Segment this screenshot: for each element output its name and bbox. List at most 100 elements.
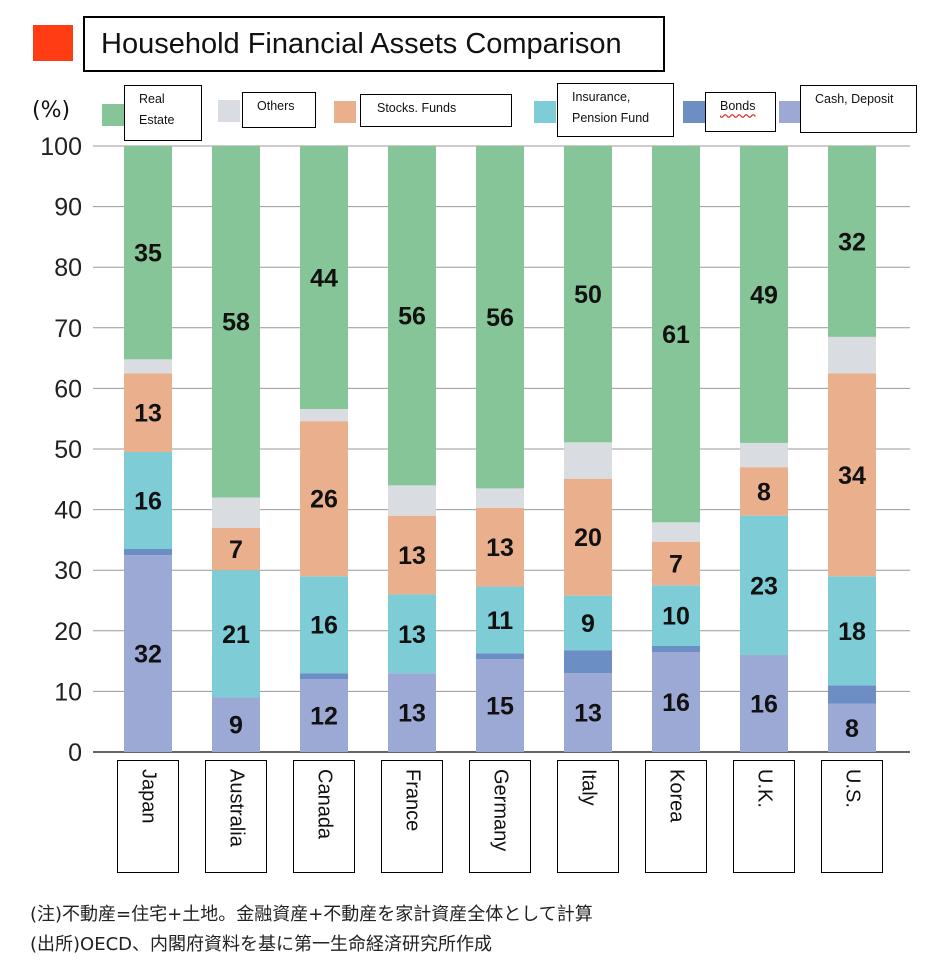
data-label: 13 [398, 700, 426, 728]
legend-text-real-estate-2: Estate [139, 113, 175, 127]
y-axis-unit-label: (%) [32, 98, 71, 123]
legend-label-stocks-funds: Stocks. Funds [360, 94, 512, 127]
data-label: 15 [486, 693, 514, 721]
y-tick-label: 80 [54, 254, 82, 282]
data-label: 7 [229, 536, 243, 564]
bar-segment [124, 555, 172, 752]
bar-segment [300, 146, 348, 410]
data-label: 50 [574, 281, 602, 309]
bar-segment [388, 594, 436, 674]
bar-segment [212, 697, 260, 752]
legend-swatch-insurance-pension [534, 101, 556, 123]
data-label: 21 [222, 621, 250, 649]
bar-segment [388, 485, 436, 516]
bar-segment [828, 146, 876, 337]
data-label: 20 [574, 524, 602, 552]
legend-label-real-estate: Real Estate [124, 85, 202, 141]
category-label-box: Germany [469, 760, 531, 873]
data-label: 58 [222, 309, 250, 337]
data-label: 35 [134, 240, 162, 268]
category-label-box: Korea [645, 760, 707, 873]
category-label: Canada [313, 769, 336, 840]
bar-segment [476, 507, 524, 587]
y-tick-label: 40 [54, 497, 82, 525]
data-label: 13 [398, 542, 426, 570]
bar-segment [740, 515, 788, 656]
data-label: 16 [310, 612, 338, 640]
bar-segment [476, 586, 524, 654]
data-label: 16 [662, 689, 690, 717]
y-tick-label: 50 [54, 436, 82, 464]
bar-segment [740, 467, 788, 516]
bar-segment [124, 548, 172, 556]
bar-segment [476, 659, 524, 752]
bar-segment [740, 146, 788, 443]
chart-title: Household Financial Assets Comparison [83, 16, 665, 72]
bar-segment [740, 442, 788, 468]
bar-segment [476, 653, 524, 660]
bar-segment [828, 336, 876, 374]
category-label: France [401, 769, 424, 832]
y-tick-label: 100 [40, 133, 82, 161]
bar-segment [652, 522, 700, 542]
bar-segment [124, 146, 172, 360]
bar-segment [476, 488, 524, 508]
data-label: 61 [662, 321, 690, 349]
data-label: 13 [398, 621, 426, 649]
bar-segment [740, 655, 788, 752]
data-label: 7 [669, 551, 683, 579]
legend-text-others: Others [257, 99, 295, 113]
chart-title-text: Household Financial Assets Comparison [101, 27, 622, 60]
bar-segment [124, 359, 172, 374]
category-label-box: Canada [293, 760, 355, 873]
bar-segment [388, 515, 436, 595]
legend-label-bonds: Bonds [705, 92, 776, 132]
category-label: Korea [665, 769, 688, 823]
y-tick-label: 60 [54, 375, 82, 403]
bar-segment [652, 652, 700, 752]
bar-segment [564, 478, 612, 596]
bar-segment [652, 645, 700, 653]
legend-swatch-bonds [683, 101, 705, 123]
category-label: U.K. [753, 769, 776, 808]
bar-segment [564, 442, 612, 479]
category-label: Australia [225, 769, 248, 847]
category-label-box: Italy [557, 760, 619, 873]
bar-segment [652, 146, 700, 523]
bar-segment [476, 146, 524, 489]
bar-segment [564, 673, 612, 752]
data-label: 34 [838, 462, 866, 490]
category-label-box: Australia [205, 760, 267, 873]
bar-segment [828, 685, 876, 704]
category-label-box: Japan [117, 760, 179, 873]
title-marker [33, 25, 73, 61]
y-tick-label: 20 [54, 618, 82, 646]
legend-label-cash-deposit: Cash, Deposit [800, 85, 917, 133]
bar-segment [212, 497, 260, 528]
bar-segment [828, 703, 876, 752]
legend-swatch-stocks-funds [334, 101, 356, 123]
data-label: 32 [134, 641, 162, 669]
data-label: 12 [310, 703, 338, 731]
legend-label-insurance-pension: Insurance, Pension Fund [557, 83, 674, 137]
data-label: 13 [486, 534, 514, 562]
legend-text-insurance-1: Insurance, [572, 90, 631, 104]
data-label: 16 [750, 691, 778, 719]
y-tick-label: 30 [54, 557, 82, 585]
bar-segment [300, 421, 348, 577]
legend-text-cash-deposit: Cash, Deposit [815, 92, 894, 106]
category-label: Germany [489, 769, 512, 852]
bar-segment [828, 576, 876, 686]
data-label: 18 [838, 618, 866, 646]
bar-segment [564, 650, 612, 674]
legend-text-insurance-2: Pension Fund [572, 111, 650, 125]
bar-segment [212, 146, 260, 498]
bar-segment [300, 679, 348, 752]
data-label: 8 [757, 478, 771, 506]
data-label: 9 [229, 712, 243, 740]
data-label: 23 [750, 572, 778, 600]
category-label-box: France [381, 760, 443, 873]
data-label: 56 [398, 303, 426, 331]
data-label: 16 [134, 488, 162, 516]
